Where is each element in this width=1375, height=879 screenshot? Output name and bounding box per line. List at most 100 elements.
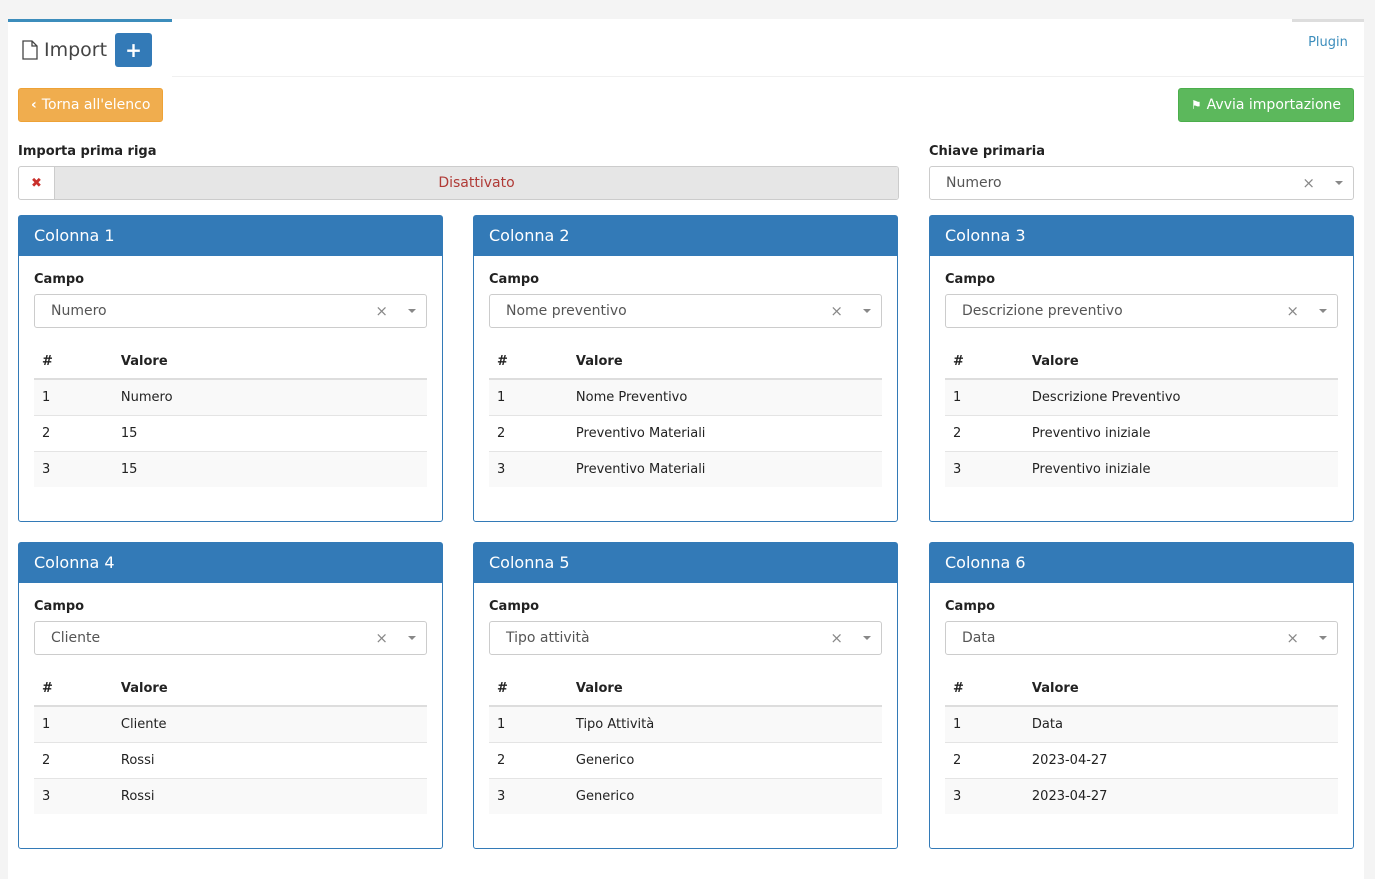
row-value: 15 bbox=[112, 450, 427, 487]
add-button[interactable]: + bbox=[115, 33, 153, 67]
row-index: 2 bbox=[34, 741, 113, 778]
clear-icon[interactable]: × bbox=[375, 302, 388, 320]
row-value: Data bbox=[1023, 705, 1338, 742]
table-row: 2 Generico bbox=[489, 741, 882, 778]
field-label: Campo bbox=[489, 599, 540, 614]
table-row: 2 15 bbox=[34, 414, 427, 451]
preview-table: # Valore 1 Descrizione Preventivo 2 Preventi… bbox=[945, 344, 1338, 487]
header-value: Valore bbox=[567, 671, 882, 707]
row-index: 3 bbox=[945, 777, 1024, 814]
field-select[interactable]: Descrizione preventivo × bbox=[945, 294, 1338, 328]
row-index: 1 bbox=[34, 378, 113, 415]
import-first-row-label: Importa prima riga bbox=[18, 144, 157, 159]
caret-down-icon bbox=[1319, 309, 1327, 313]
clear-icon[interactable]: × bbox=[1286, 302, 1299, 320]
caret-down-icon bbox=[408, 636, 416, 640]
table-row: 1 Cliente bbox=[34, 705, 427, 742]
row-index: 1 bbox=[489, 378, 568, 415]
row-value: 2023-04-27 bbox=[1023, 741, 1338, 778]
import-first-row-toggle[interactable]: ✖ Disattivato bbox=[18, 166, 899, 200]
tab-plugin[interactable]: Plugin bbox=[1292, 19, 1364, 77]
field-value: Data bbox=[962, 630, 996, 646]
start-label: Avvia importazione bbox=[1206, 97, 1341, 113]
table-row: 2 Rossi bbox=[34, 741, 427, 778]
flag-icon: ⚑ bbox=[1190, 98, 1202, 112]
table-row: 3 15 bbox=[34, 450, 427, 487]
field-label: Campo bbox=[34, 599, 85, 614]
row-index: 1 bbox=[34, 705, 113, 742]
row-value: Rossi bbox=[112, 777, 427, 814]
field-select[interactable]: Cliente × bbox=[34, 621, 427, 655]
row-value: Cliente bbox=[112, 705, 427, 742]
table-row: 1 Nome Preventivo bbox=[489, 378, 882, 415]
primary-key-label: Chiave primaria bbox=[929, 144, 1045, 159]
row-value: Generico bbox=[567, 741, 882, 778]
field-label: Campo bbox=[945, 272, 996, 287]
back-label: Torna all'elenco bbox=[41, 97, 151, 113]
back-button[interactable]: ‹ Torna all'elenco bbox=[18, 88, 164, 122]
header-index: # bbox=[489, 671, 568, 707]
table-row: 1 Tipo Attività bbox=[489, 705, 882, 742]
field-value: Tipo attività bbox=[506, 630, 590, 646]
caret-down-icon bbox=[863, 309, 871, 313]
field-select[interactable]: Data × bbox=[945, 621, 1338, 655]
tab-import[interactable]: Import + bbox=[8, 19, 172, 78]
import-module: Import + Plugin ‹ Torna all'elenco ⚑ Avvia… bbox=[8, 19, 1364, 879]
field-label: Campo bbox=[489, 272, 540, 287]
table-row: 3 2023-04-27 bbox=[945, 777, 1338, 814]
header-index: # bbox=[34, 344, 113, 380]
row-index: 3 bbox=[489, 777, 568, 814]
caret-down-icon bbox=[408, 309, 416, 313]
field-value: Nome preventivo bbox=[506, 303, 627, 319]
clear-icon[interactable]: × bbox=[375, 629, 388, 647]
clear-icon[interactable]: × bbox=[830, 302, 843, 320]
row-index: 2 bbox=[34, 414, 113, 451]
column-panel: Colonna 2 Campo Nome preventivo × # Valor… bbox=[473, 215, 898, 522]
field-value: Numero bbox=[51, 303, 107, 319]
file-icon bbox=[22, 40, 38, 60]
row-value: Preventivo iniziale bbox=[1023, 414, 1338, 451]
table-row: 2 Preventivo Materiali bbox=[489, 414, 882, 451]
row-value: Nome Preventivo bbox=[567, 378, 882, 415]
row-index: 3 bbox=[945, 450, 1024, 487]
caret-down-icon bbox=[1335, 181, 1343, 185]
preview-table: # Valore 1 Nome Preventivo 2 Preventivo Mate… bbox=[489, 344, 882, 487]
header-value: Valore bbox=[567, 344, 882, 380]
row-index: 1 bbox=[945, 705, 1024, 742]
field-select[interactable]: Numero × bbox=[34, 294, 427, 328]
header-index: # bbox=[945, 671, 1024, 707]
row-value: Tipo Attività bbox=[567, 705, 882, 742]
row-value: Preventivo Materiali bbox=[567, 450, 882, 487]
panel-title: Colonna 1 bbox=[19, 216, 442, 256]
start-import-button[interactable]: ⚑ Avvia importazione bbox=[1177, 88, 1354, 122]
caret-down-icon bbox=[1319, 636, 1327, 640]
clear-icon[interactable]: × bbox=[1302, 174, 1315, 192]
header-index: # bbox=[34, 671, 113, 707]
header-value: Valore bbox=[112, 671, 427, 707]
column-panel: Colonna 1 Campo Numero × # Valore 1 Numero… bbox=[18, 215, 443, 522]
clear-icon[interactable]: × bbox=[830, 629, 843, 647]
field-select[interactable]: Nome preventivo × bbox=[489, 294, 882, 328]
field-select[interactable]: Tipo attività × bbox=[489, 621, 882, 655]
header-index: # bbox=[489, 344, 568, 380]
header-value: Valore bbox=[1023, 671, 1338, 707]
row-value: Preventivo Materiali bbox=[567, 414, 882, 451]
row-index: 3 bbox=[489, 450, 568, 487]
primary-key-select[interactable]: Numero × bbox=[929, 166, 1354, 200]
table-row: 2 Preventivo iniziale bbox=[945, 414, 1338, 451]
panel-title: Colonna 4 bbox=[19, 543, 442, 583]
table-row: 3 Rossi bbox=[34, 777, 427, 814]
table-row: 3 Generico bbox=[489, 777, 882, 814]
field-value: Descrizione preventivo bbox=[962, 303, 1123, 319]
page-title: Import bbox=[44, 39, 108, 61]
table-row: 3 Preventivo iniziale bbox=[945, 450, 1338, 487]
primary-key-value: Numero bbox=[946, 175, 1002, 191]
table-row: 2 2023-04-27 bbox=[945, 741, 1338, 778]
field-value: Cliente bbox=[51, 630, 101, 646]
table-row: 1 Descrizione Preventivo bbox=[945, 378, 1338, 415]
table-row: 1 Numero bbox=[34, 378, 427, 415]
clear-icon[interactable]: × bbox=[1286, 629, 1299, 647]
toggle-value: Disattivato bbox=[55, 167, 898, 199]
header-value: Valore bbox=[112, 344, 427, 380]
column-panel: Colonna 3 Campo Descrizione preventivo ×… bbox=[929, 215, 1354, 522]
